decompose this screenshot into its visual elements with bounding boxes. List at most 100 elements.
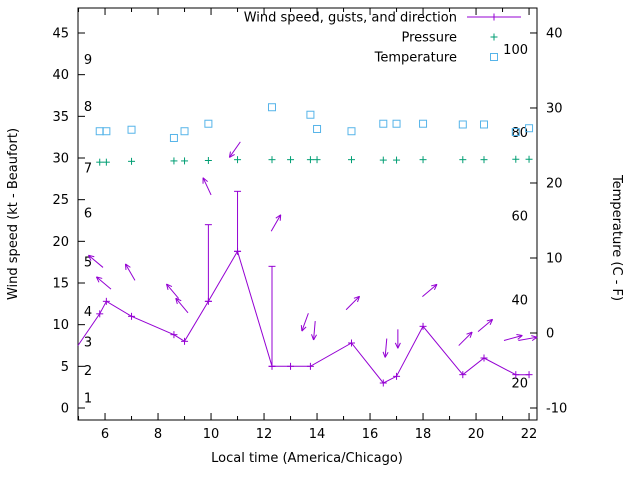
beaufort-label: 8 — [84, 100, 92, 115]
wind-direction-arrow — [202, 177, 212, 196]
wind-arrow-head — [531, 336, 538, 342]
x-tick-label: 16 — [362, 427, 379, 442]
fahrenheit-label: 100 — [503, 43, 528, 58]
wind-direction-arrow — [125, 263, 136, 281]
wind-direction-arrow — [175, 297, 189, 314]
plot-border — [77, 7, 538, 421]
wind-direction-arrow — [88, 254, 104, 268]
temperature-point — [379, 119, 388, 128]
wind-arrow-head — [275, 214, 282, 219]
wind-direction-arrow — [166, 283, 180, 299]
wind-direction-arrow — [458, 331, 473, 346]
x-tick-label: 10 — [203, 427, 220, 442]
legend-temperature-marker — [490, 53, 498, 61]
wind-arrow-head — [300, 325, 303, 332]
wind-arrow-head — [394, 342, 399, 349]
left-tick-label: 0 — [61, 402, 69, 417]
wind-direction-arrow — [422, 284, 438, 297]
right-tick-label: 40 — [546, 26, 563, 41]
temperature-point — [419, 119, 428, 128]
fahrenheit-label: 40 — [511, 293, 528, 308]
temperature-point — [347, 127, 356, 136]
wind-arrow-head — [311, 334, 315, 341]
wind-arrow-head — [431, 283, 438, 287]
wind-direction-arrow — [477, 319, 493, 332]
left-tick-label: 5 — [61, 360, 69, 375]
temperature-point — [180, 127, 189, 136]
right-tick-label: 30 — [546, 101, 563, 116]
wind-direction-arrow — [518, 336, 538, 341]
beaufort-label: 2 — [84, 364, 92, 379]
wind-arrow-head — [301, 326, 307, 332]
temperature-point — [392, 119, 401, 128]
wind-arrow-head — [175, 297, 182, 302]
wind-arrow-head — [175, 298, 178, 305]
wind-arrow-head — [228, 151, 231, 158]
fahrenheit-label: 20 — [511, 377, 528, 392]
wind-arrow-head — [384, 352, 389, 358]
x-tick-label: 14 — [309, 427, 326, 442]
temperature-point — [95, 127, 104, 136]
wind-arrow-head — [397, 342, 401, 349]
wind-arrow-head — [469, 331, 473, 338]
wind-arrow-head — [95, 276, 100, 283]
left-axis-title: Wind speed (kt - Beaufort) — [6, 128, 21, 300]
wind-arrow-head — [166, 283, 169, 290]
temperature-point — [169, 133, 178, 142]
wind-direction-arrow — [270, 214, 282, 232]
wind-arrow-head — [313, 334, 317, 341]
right-tick-label: 10 — [546, 251, 563, 266]
wind-arrow-head — [125, 263, 131, 268]
right-axis-title: Temperature (C - F) — [609, 174, 624, 301]
right-tick-label: 20 — [546, 176, 563, 191]
wind-arrow-head — [279, 214, 282, 221]
left-tick-label: 10 — [52, 318, 69, 333]
x-axis-title: Local time (America/Chicago) — [211, 451, 403, 466]
right-tick-label: -10 — [546, 401, 567, 416]
wind-arrow-head — [166, 283, 173, 288]
wind-direction-arrow — [345, 295, 360, 311]
wind-arrow-head — [433, 284, 438, 291]
x-tick-label: 8 — [154, 427, 162, 442]
left-tick-label: 20 — [52, 235, 69, 250]
left-tick-label: 35 — [52, 110, 69, 125]
temperature-point — [306, 110, 315, 119]
chart-dynamic-layer: 6 8 10 12 14 16 18 20 22051015202530354045-10010… — [52, 7, 567, 442]
beaufort-label: 5 — [84, 256, 92, 271]
wind-arrow-head — [357, 296, 361, 303]
legend-label: Wind speed, gusts, and direction — [244, 11, 457, 26]
wind-direction-arrow — [301, 313, 309, 332]
wind-arrow-head — [88, 254, 95, 258]
wind-arrow-head — [517, 335, 523, 340]
legend-label: Temperature — [374, 51, 457, 66]
wind-direction-arrow — [96, 276, 112, 290]
temperature-point — [525, 124, 534, 133]
x-tick-label: 22 — [521, 427, 538, 442]
left-tick-label: 40 — [52, 68, 69, 83]
beaufort-label: 9 — [84, 53, 92, 68]
legend-label: Pressure — [401, 31, 457, 46]
left-tick-label: 30 — [52, 152, 69, 167]
left-tick-label: 25 — [52, 193, 69, 208]
temperature-point — [127, 125, 136, 134]
x-tick-label: 12 — [256, 427, 273, 442]
temperature-point — [267, 103, 276, 112]
x-tick-label: 20 — [468, 427, 485, 442]
wind-arrow-head — [96, 276, 103, 279]
wind-arrow-head — [229, 154, 235, 158]
beaufort-label: 7 — [84, 162, 92, 177]
beaufort-label: 1 — [84, 392, 92, 407]
temperature-point — [313, 124, 322, 133]
wind-arrow-head — [124, 263, 127, 270]
beaufort-label: 4 — [84, 305, 92, 320]
temperature-point — [458, 120, 467, 129]
temperature-point — [511, 127, 520, 136]
wind-arrow-head — [382, 351, 386, 358]
beaufort-label: 6 — [84, 207, 92, 222]
wind-line — [77, 250, 529, 384]
temperature-point — [102, 127, 111, 136]
wind-arrow-head — [353, 295, 360, 299]
fahrenheit-label: 60 — [511, 209, 528, 224]
left-tick-label: 15 — [52, 277, 69, 292]
